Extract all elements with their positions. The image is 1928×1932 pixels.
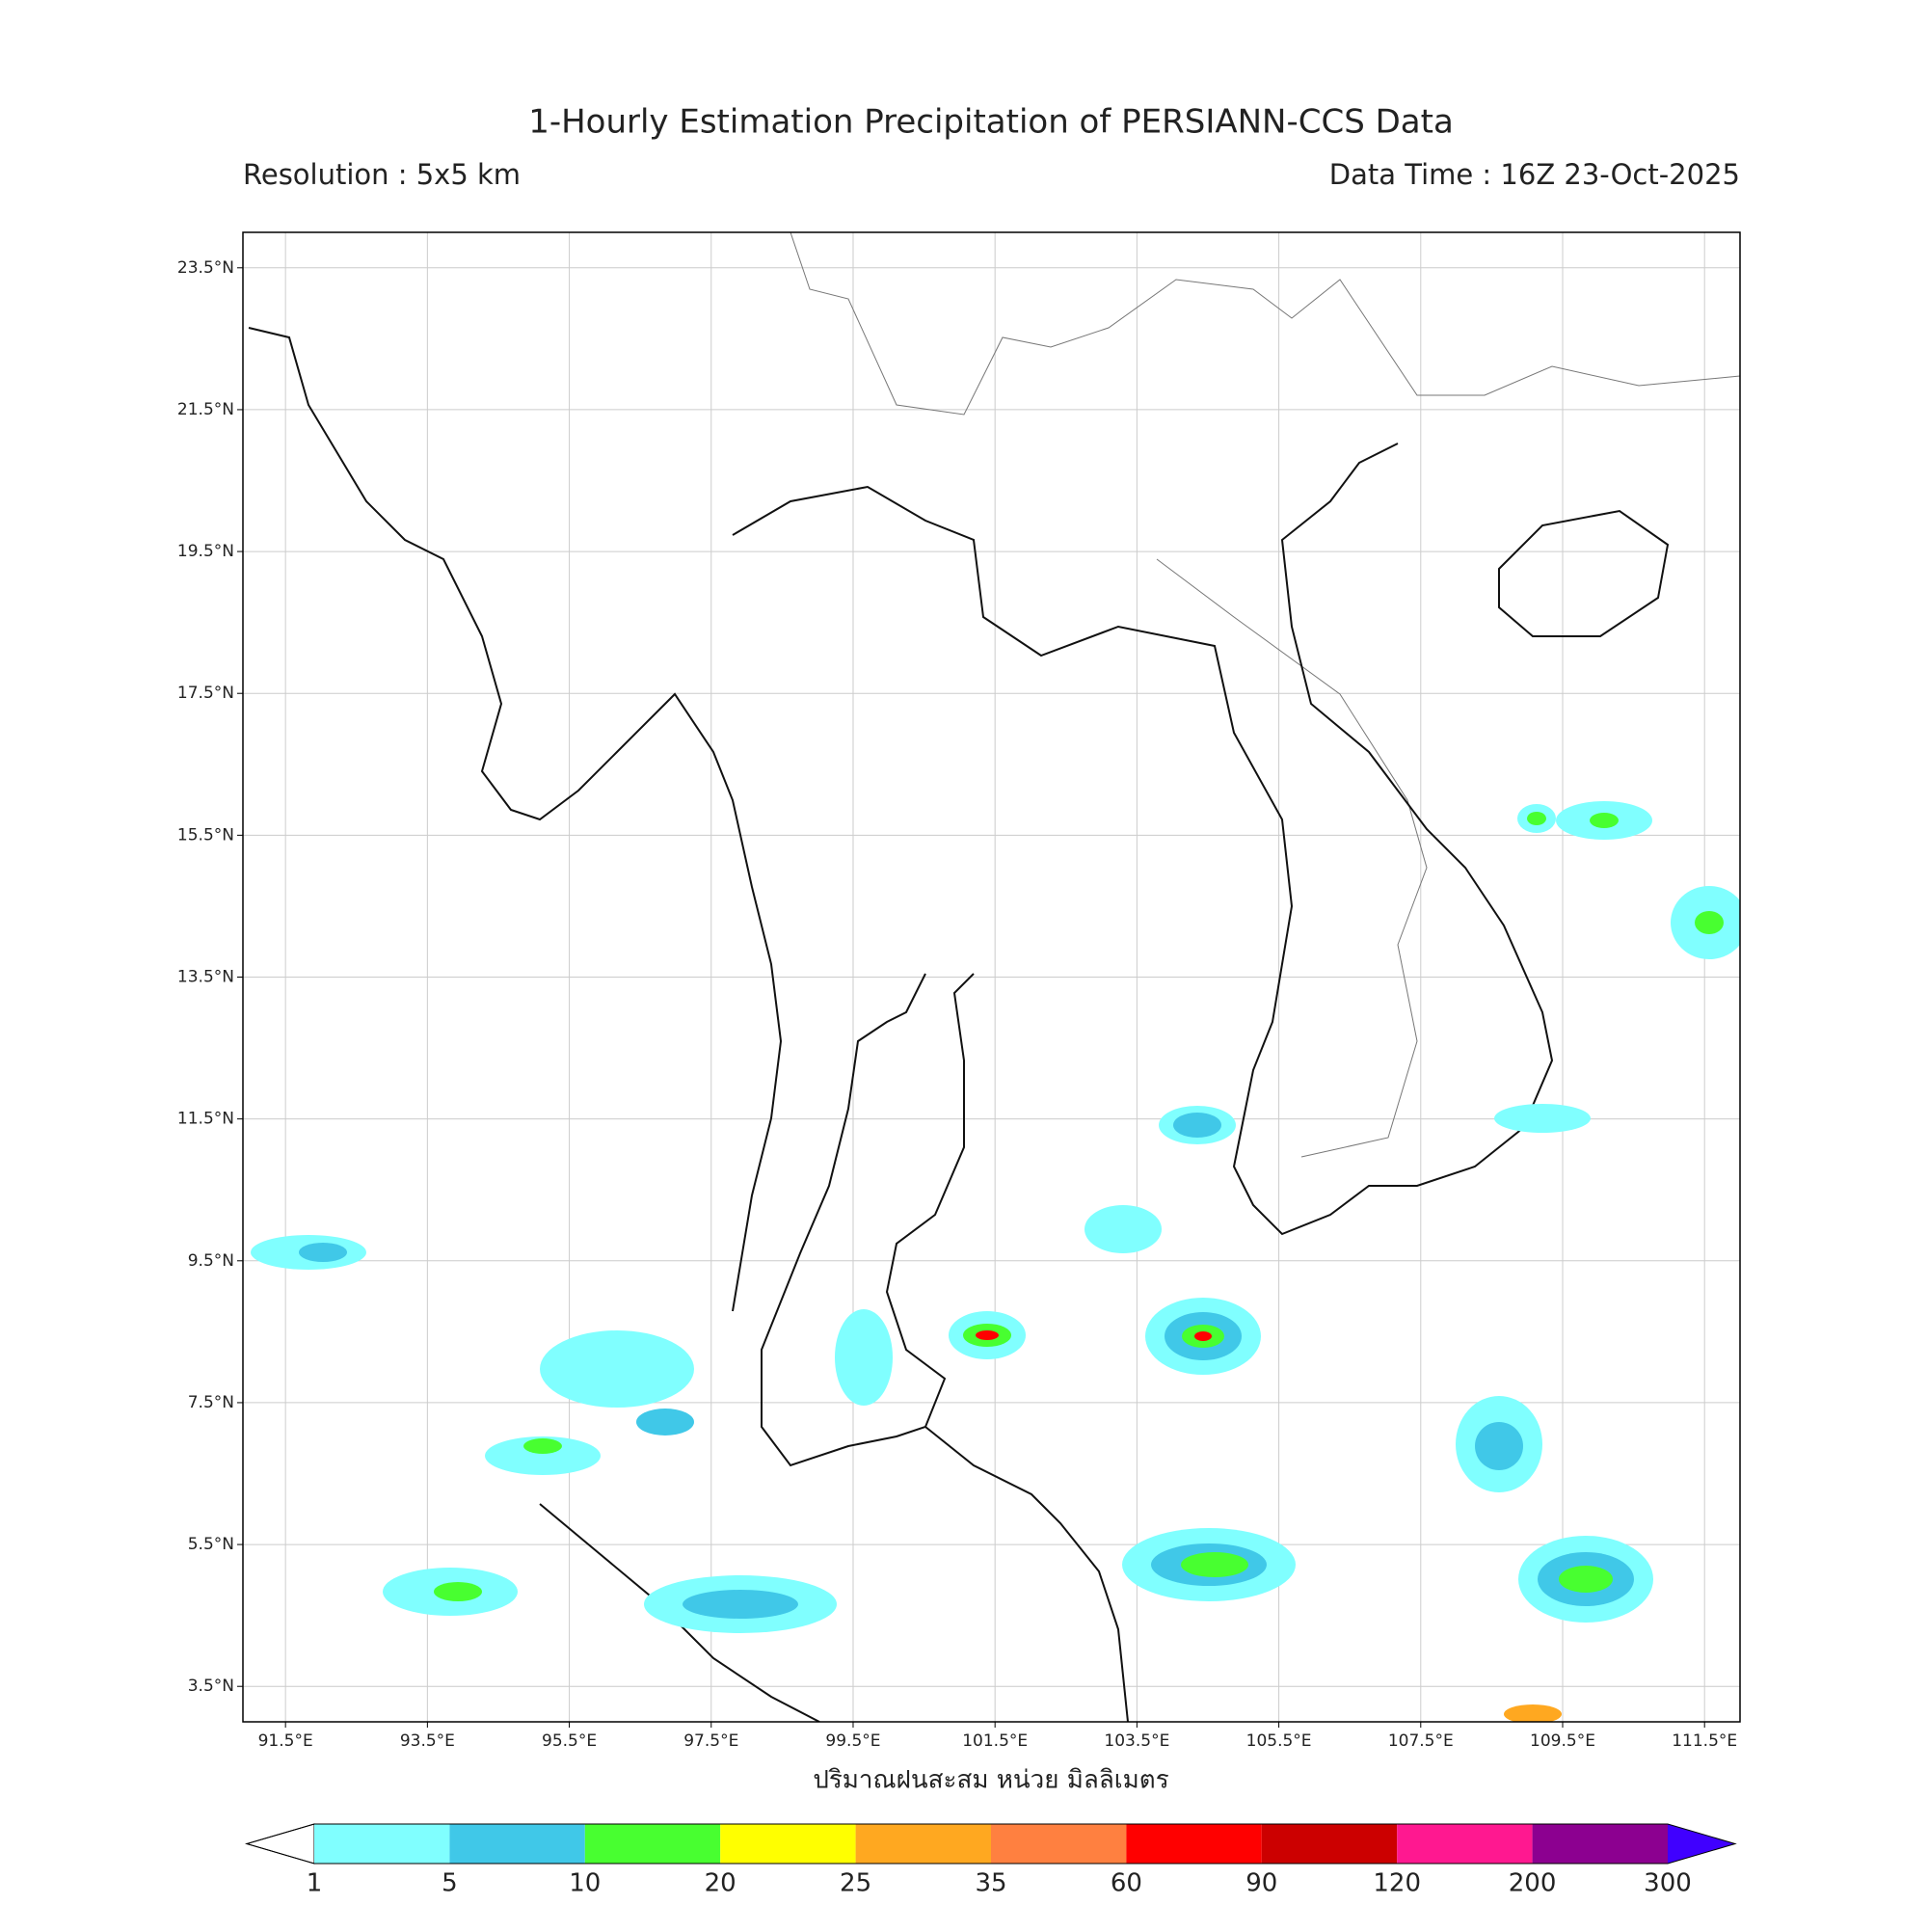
colorbar-label: 35 xyxy=(975,1869,1006,1898)
rain-area xyxy=(1494,1104,1591,1133)
y-tick-label: 13.5°N xyxy=(177,968,234,987)
rain-area xyxy=(1475,1422,1523,1470)
rain-area xyxy=(1504,1704,1562,1722)
rain-area xyxy=(1194,1331,1212,1341)
country-border xyxy=(1156,558,1428,1158)
data-time: Data Time : 16Z 23-Oct-2025 xyxy=(1329,158,1740,191)
colorbar: 1 5 10 20 25 35 60 90 120 200 300 xyxy=(245,1823,1737,1898)
rain-area xyxy=(1173,1113,1221,1138)
grid xyxy=(243,232,1740,1722)
rain-field xyxy=(251,801,1740,1722)
y-tick-label: 19.5°N xyxy=(177,542,234,561)
y-tick-label: 11.5°N xyxy=(177,1110,234,1129)
x-tick-label: 107.5°E xyxy=(1388,1731,1454,1751)
coastline xyxy=(1498,509,1670,637)
title: 1-Hourly Estimation Precipitation of PER… xyxy=(528,103,1454,142)
x-tick-label: 101.5°E xyxy=(962,1731,1028,1751)
rain-area xyxy=(523,1438,562,1454)
rain-area xyxy=(1590,813,1619,828)
country-border xyxy=(790,232,1740,416)
coastline xyxy=(539,1503,820,1722)
colorbar-label: 60 xyxy=(1111,1869,1142,1898)
coastline xyxy=(924,1426,1129,1722)
colorbar-segment xyxy=(991,1824,1127,1864)
x-axis-label: ปริมาณฝนสะสม หน่วย มิลลิเมตร xyxy=(813,1766,1168,1795)
rain-area xyxy=(1181,1552,1248,1577)
x-tick-label: 109.5°E xyxy=(1530,1731,1595,1751)
y-tick-label: 21.5°N xyxy=(177,400,234,419)
coastline xyxy=(248,327,783,1312)
colorbar-segment xyxy=(1397,1824,1533,1864)
x-tick-label: 105.5°E xyxy=(1246,1731,1312,1751)
colorbar-over xyxy=(1668,1824,1735,1864)
colorbar-label: 90 xyxy=(1245,1869,1277,1898)
colorbar-label: 1 xyxy=(307,1869,323,1898)
colorbar-segment xyxy=(584,1824,721,1864)
colorbar-label: 10 xyxy=(569,1869,601,1898)
colorbar-label: 5 xyxy=(442,1869,458,1898)
rain-area xyxy=(835,1309,893,1406)
x-tick-label: 111.5°E xyxy=(1672,1731,1737,1751)
resolution: Resolution : 5x5 km xyxy=(243,158,521,191)
colorbar-label: 120 xyxy=(1373,1869,1421,1898)
rain-area xyxy=(485,1436,601,1475)
colorbar-segment xyxy=(1261,1824,1398,1864)
colorbar-label: 20 xyxy=(705,1869,736,1898)
rain-area xyxy=(1559,1566,1613,1593)
colorbar-segment xyxy=(855,1824,991,1864)
y-tick-label: 23.5°N xyxy=(177,258,234,278)
rain-area xyxy=(976,1330,999,1340)
colorbar-segment xyxy=(1532,1824,1668,1864)
rain-area xyxy=(299,1243,347,1262)
rain-area xyxy=(683,1590,798,1619)
colorbar-segment xyxy=(720,1824,856,1864)
x-tick-label: 93.5°E xyxy=(400,1731,455,1751)
colorbar-label: 25 xyxy=(840,1869,871,1898)
colorbar-segment xyxy=(1126,1824,1262,1864)
y-tick-label: 3.5°N xyxy=(188,1677,234,1696)
colorbar-label: 300 xyxy=(1644,1869,1692,1898)
colorbar-outline xyxy=(245,1823,1737,1865)
colorbar-segment xyxy=(314,1824,450,1864)
y-tick-label: 9.5°N xyxy=(188,1251,234,1271)
y-tick-label: 15.5°N xyxy=(177,825,234,845)
map-features xyxy=(248,232,1740,1722)
coastline xyxy=(732,443,1554,1236)
y-tick-label: 7.5°N xyxy=(188,1393,234,1412)
rain-area xyxy=(1084,1205,1162,1253)
rain-area xyxy=(540,1330,694,1408)
rain-area xyxy=(1527,812,1546,825)
colorbar-segment xyxy=(449,1824,585,1864)
rain-area xyxy=(434,1582,482,1601)
x-tick-label: 91.5°E xyxy=(258,1731,313,1751)
x-tick-label: 95.5°E xyxy=(542,1731,597,1751)
x-tick-label: 97.5°E xyxy=(683,1731,738,1751)
rain-area xyxy=(1695,911,1724,934)
y-tick-label: 17.5°N xyxy=(177,684,234,703)
colorbar-label: 200 xyxy=(1509,1869,1557,1898)
x-tick-label: 99.5°E xyxy=(825,1731,880,1751)
rain-area xyxy=(636,1409,694,1436)
x-tick-label: 103.5°E xyxy=(1104,1731,1169,1751)
coastline xyxy=(761,973,975,1467)
y-tick-label: 5.5°N xyxy=(188,1535,234,1554)
